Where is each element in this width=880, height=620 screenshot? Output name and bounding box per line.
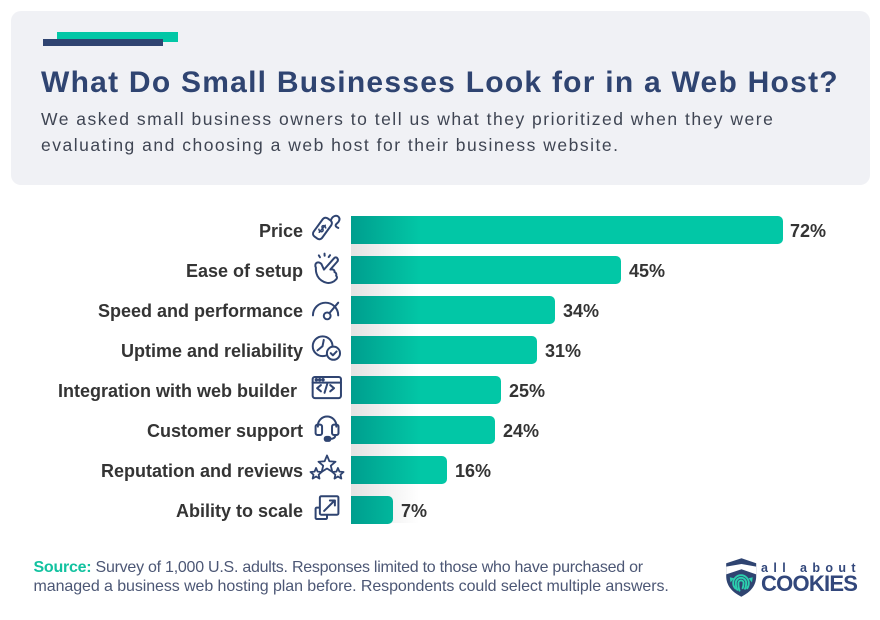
svg-text:all about: all about [761, 561, 861, 575]
svg-text:COOKIES: COOKIES [761, 571, 857, 596]
